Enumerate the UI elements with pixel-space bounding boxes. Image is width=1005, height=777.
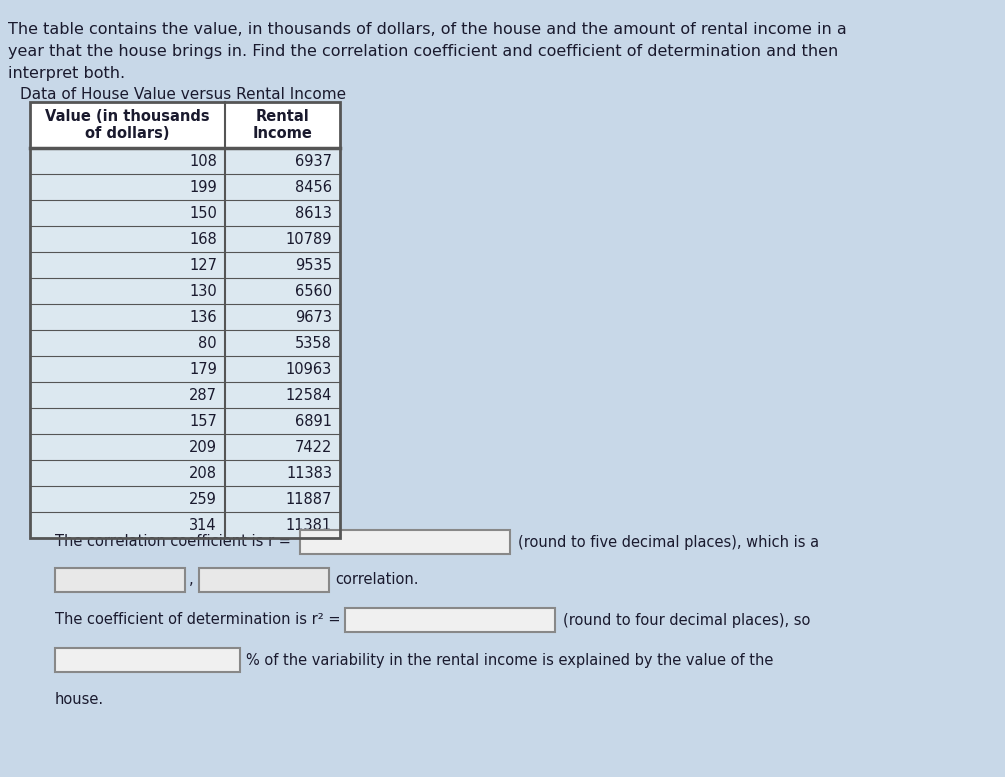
Text: The coefficient of determination is r² =: The coefficient of determination is r² = [55, 612, 341, 628]
Text: Data of House Value versus Rental Income: Data of House Value versus Rental Income [20, 87, 346, 102]
Bar [300, 530, 510, 554]
Bar [30, 148, 340, 174]
Bar [55, 568, 185, 592]
Text: 12584: 12584 [285, 388, 332, 402]
Text: 259: 259 [189, 492, 217, 507]
Text: 208: 208 [189, 465, 217, 480]
Text: 9673: 9673 [295, 309, 332, 325]
Bar [55, 648, 240, 672]
Bar [345, 608, 555, 632]
Text: % of the variability in the rental income is explained by the value of the: % of the variability in the rental incom… [246, 653, 774, 667]
Text: (round to four decimal places), so: (round to four decimal places), so [563, 612, 810, 628]
Bar [30, 356, 340, 382]
Text: 130: 130 [189, 284, 217, 298]
Text: Select an answer: Select an answer [61, 573, 176, 587]
Text: 6891: 6891 [295, 413, 332, 428]
Text: 11383: 11383 [286, 465, 332, 480]
Text: 108: 108 [189, 154, 217, 169]
Bar [30, 434, 340, 460]
Bar [30, 200, 340, 226]
Text: house.: house. [55, 692, 105, 708]
Text: interpret both.: interpret both. [8, 66, 126, 81]
Text: 136: 136 [189, 309, 217, 325]
Bar [30, 382, 340, 408]
Bar [30, 486, 340, 512]
Text: 314: 314 [189, 517, 217, 532]
Text: 11887: 11887 [285, 492, 332, 507]
Text: 11381: 11381 [285, 517, 332, 532]
Text: 10789: 10789 [285, 232, 332, 246]
Text: 10963: 10963 [285, 361, 332, 377]
Text: 6560: 6560 [294, 284, 332, 298]
Bar [30, 226, 340, 252]
Text: 127: 127 [189, 257, 217, 273]
Text: 8613: 8613 [295, 205, 332, 221]
Bar [199, 568, 329, 592]
Bar [30, 278, 340, 304]
Text: 6937: 6937 [295, 154, 332, 169]
Bar [30, 102, 340, 148]
Text: 150: 150 [189, 205, 217, 221]
Text: The correlation coefficient is r =: The correlation coefficient is r = [55, 535, 290, 549]
Text: 5358: 5358 [295, 336, 332, 350]
Text: 80: 80 [198, 336, 217, 350]
Text: The table contains the value, in thousands of dollars, of the house and the amou: The table contains the value, in thousan… [8, 22, 847, 37]
Text: Select an answer: Select an answer [205, 573, 320, 587]
Text: Rental
Income: Rental Income [252, 109, 313, 141]
Text: 199: 199 [189, 179, 217, 194]
Text: year that the house brings in. Find the correlation coefficient and coefficient : year that the house brings in. Find the … [8, 44, 838, 59]
Text: 8456: 8456 [295, 179, 332, 194]
Text: ▾: ▾ [315, 573, 322, 587]
Text: correlation.: correlation. [335, 573, 418, 587]
Text: 287: 287 [189, 388, 217, 402]
Bar [30, 102, 340, 538]
Bar [30, 252, 340, 278]
Text: Value (in thousands
of dollars): Value (in thousands of dollars) [45, 109, 210, 141]
Text: 209: 209 [189, 440, 217, 455]
Bar [30, 174, 340, 200]
Bar [30, 304, 340, 330]
Text: 179: 179 [189, 361, 217, 377]
Text: ,: , [189, 573, 194, 587]
Text: 7422: 7422 [294, 440, 332, 455]
Bar [30, 408, 340, 434]
Bar [30, 512, 340, 538]
Text: 168: 168 [189, 232, 217, 246]
Text: (round to five decimal places), which is a: (round to five decimal places), which is… [518, 535, 819, 549]
Bar [30, 330, 340, 356]
Text: 9535: 9535 [295, 257, 332, 273]
Text: 157: 157 [189, 413, 217, 428]
Text: ▾: ▾ [171, 573, 177, 587]
Bar [30, 460, 340, 486]
